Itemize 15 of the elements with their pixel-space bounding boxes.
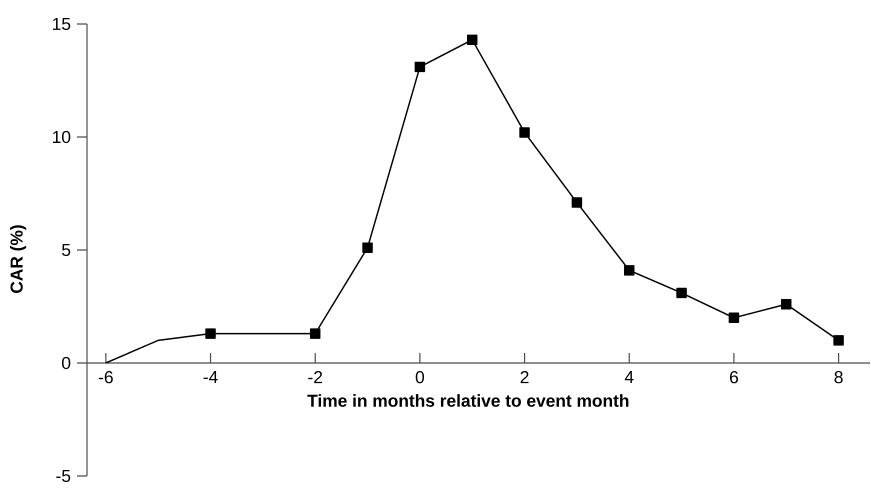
x-tick-label: 4 <box>624 371 634 383</box>
x-tick-label: 2 <box>520 371 529 384</box>
x-tick-label: -4 <box>204 371 218 383</box>
x-tick-label: -6 <box>98 371 113 384</box>
y-tick-label: 15 <box>53 18 70 30</box>
y-tick-label: 0 <box>62 356 70 370</box>
x-tick-label: 0 <box>416 371 424 384</box>
x-tick-label: 8 <box>834 371 843 384</box>
y-tick-label: -5 <box>56 470 70 482</box>
y-tick-label: 10 <box>53 130 70 144</box>
x-tick-label: 6 <box>730 371 738 384</box>
x-tick-label: -2 <box>308 371 322 384</box>
y-tick-label: 5 <box>62 244 70 256</box>
y-axis-title: CAR (%) <box>10 225 26 293</box>
x-axis-title: Time in months relative to event month <box>307 394 628 407</box>
